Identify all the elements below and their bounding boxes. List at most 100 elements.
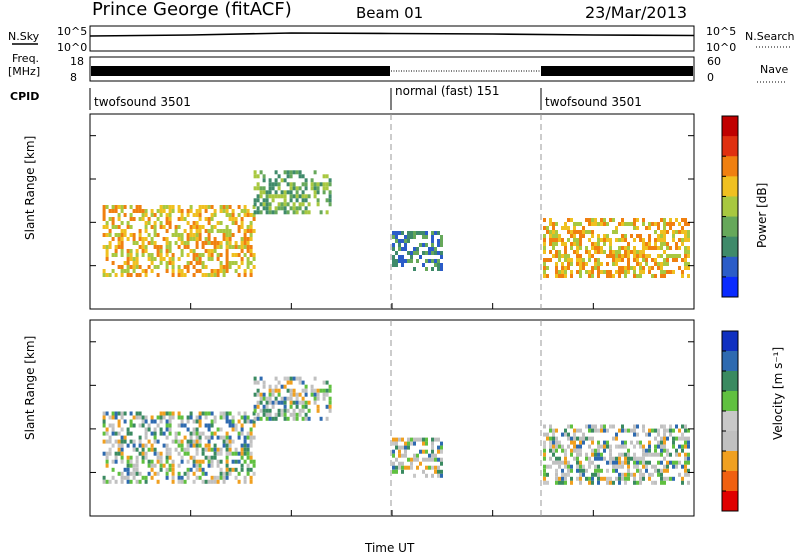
velocity-cell	[114, 455, 118, 460]
power-cell	[301, 174, 305, 179]
velocity-cell	[687, 480, 690, 485]
velocity-cell	[416, 437, 419, 442]
velocity-cell	[672, 428, 675, 433]
velocity-cell	[105, 463, 109, 468]
power-cell	[609, 274, 612, 278]
power-cell	[219, 265, 223, 269]
power-cell	[253, 210, 257, 215]
velocity-cell	[165, 411, 169, 416]
velocity-cell	[147, 463, 151, 468]
power-cell	[594, 218, 597, 222]
velocity-cell	[669, 452, 672, 457]
power-cell	[129, 233, 133, 237]
power-cell	[615, 250, 618, 254]
power-cell	[228, 261, 232, 265]
velocity-cell	[428, 453, 431, 458]
power-cell	[663, 230, 666, 234]
power-cell	[156, 273, 160, 277]
power-colorbar-segment	[722, 236, 738, 258]
velocity-cell	[561, 448, 564, 453]
power-cell	[684, 230, 687, 234]
velocity-cell	[576, 448, 579, 453]
velocity-cell	[618, 480, 621, 485]
power-cell	[615, 226, 618, 230]
velocity-cell	[123, 419, 127, 424]
power-cell	[594, 258, 597, 262]
power-cell	[213, 209, 217, 213]
velocity-cell	[274, 416, 278, 421]
power-cell	[434, 251, 437, 255]
power-cell	[561, 238, 564, 242]
velocity-cell	[180, 447, 184, 452]
velocity-cell	[174, 447, 178, 452]
power-cell	[228, 233, 232, 237]
power-cell	[129, 249, 133, 253]
power-cell	[292, 206, 296, 211]
power-cell	[120, 269, 124, 273]
velocity-cell	[642, 448, 645, 453]
velocity-cell	[165, 467, 169, 472]
power-cell	[307, 210, 311, 215]
power-cell	[271, 182, 275, 187]
velocity-cell	[609, 456, 612, 461]
velocity-cell	[129, 459, 133, 464]
power-cell	[111, 209, 115, 213]
velocity-cell	[437, 465, 440, 470]
power-cell	[259, 194, 263, 199]
power-cell	[313, 170, 317, 175]
power-cell	[633, 226, 636, 230]
power-cell	[395, 263, 398, 267]
velocity-cell	[597, 476, 600, 481]
power-cell	[277, 174, 281, 179]
power-cell	[246, 257, 250, 261]
power-cell	[231, 261, 235, 265]
power-cell	[210, 269, 214, 273]
power-cell	[201, 261, 205, 265]
power-cell	[246, 261, 250, 265]
velocity-cell	[135, 463, 139, 468]
velocity-cell	[654, 448, 657, 453]
velocity-cell	[684, 452, 687, 457]
velocity-cell	[434, 469, 437, 474]
velocity-cell	[268, 384, 272, 389]
velocity-cell	[111, 443, 115, 448]
power-cell	[144, 249, 148, 253]
power-cell	[564, 266, 567, 270]
power-cell	[289, 194, 293, 199]
power-cell	[126, 237, 130, 241]
power-cell	[567, 258, 570, 262]
velocity-cell	[231, 427, 235, 432]
power-cell	[204, 241, 208, 245]
velocity-cell	[636, 480, 639, 485]
power-cell	[150, 269, 154, 273]
power-cell	[328, 190, 332, 195]
power-cell	[114, 209, 118, 213]
velocity-cell	[210, 455, 214, 460]
power-cell	[678, 254, 681, 258]
velocity-cell	[228, 439, 232, 444]
velocity-cell	[597, 464, 600, 469]
power-cell	[268, 190, 272, 195]
velocity-cell	[600, 452, 603, 457]
velocity-cell	[240, 415, 244, 420]
power-cell	[183, 229, 187, 233]
power-cell	[114, 225, 118, 229]
velocity-cell	[150, 459, 154, 464]
velocity-cell	[237, 471, 241, 476]
power-cell	[660, 274, 663, 278]
power-cell	[277, 186, 281, 191]
power-cell	[129, 265, 133, 269]
power-cell	[564, 258, 567, 262]
power-cell	[621, 218, 624, 222]
power-cell	[398, 243, 401, 247]
velocity-cell	[615, 468, 618, 473]
velocity-cell	[277, 408, 281, 413]
velocity-cell	[240, 423, 244, 428]
velocity-cell	[144, 435, 148, 440]
velocity-cell	[105, 451, 109, 456]
velocity-cell	[198, 463, 202, 468]
power-cell	[189, 209, 193, 213]
velocity-cell	[204, 479, 208, 484]
power-cell	[555, 238, 558, 242]
velocity-cell	[225, 451, 229, 456]
